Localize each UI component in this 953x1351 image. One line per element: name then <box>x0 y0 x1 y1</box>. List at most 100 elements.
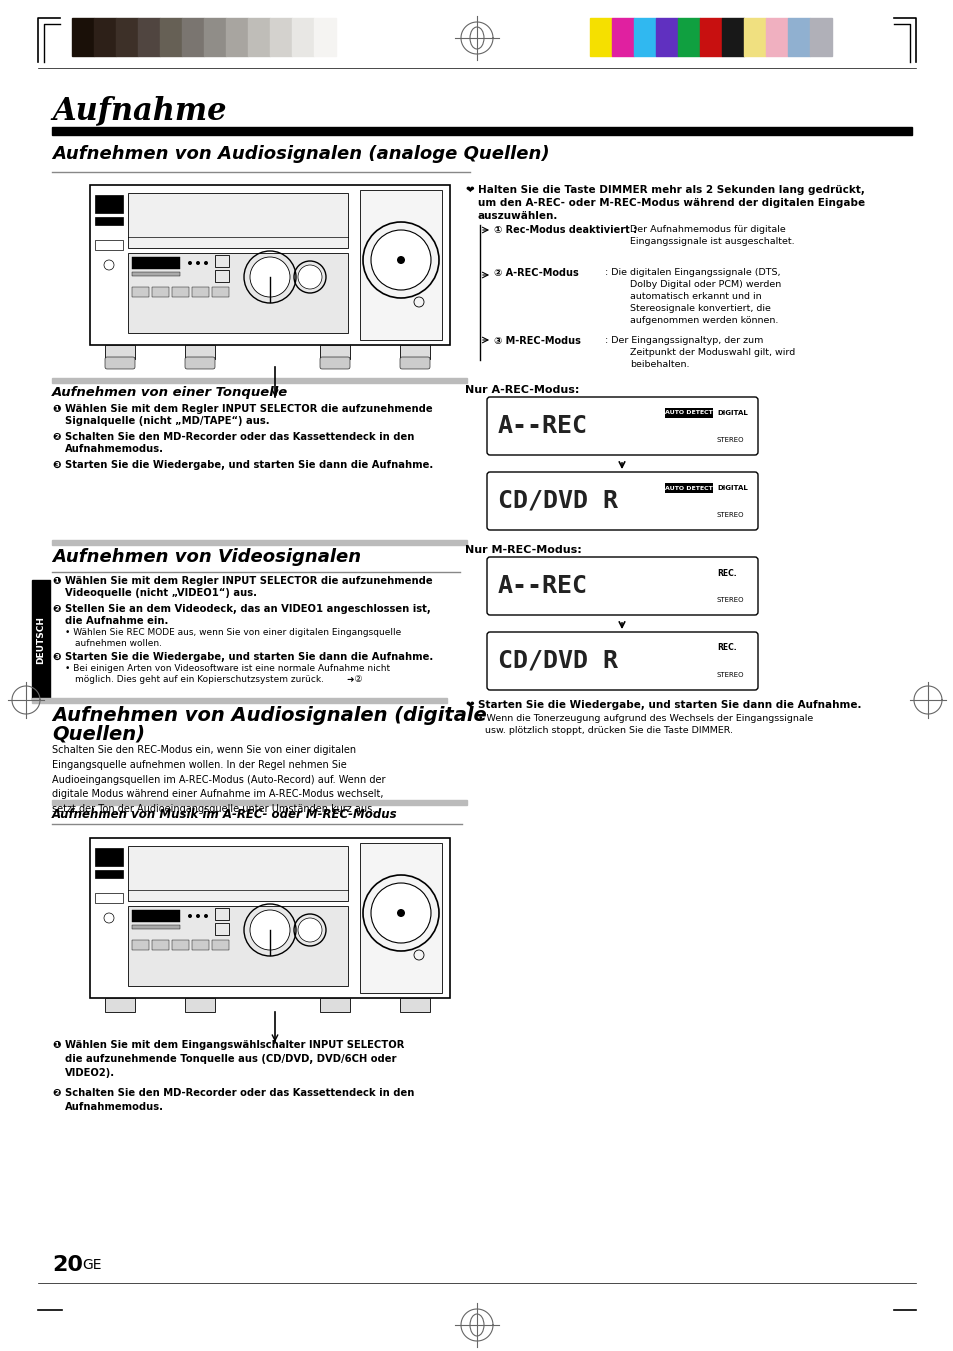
Text: • Wählen Sie REC MODE aus, wenn Sie von einer digitalen Eingangsquelle: • Wählen Sie REC MODE aus, wenn Sie von … <box>65 628 401 638</box>
Text: Aufnehmen von Videosignalen: Aufnehmen von Videosignalen <box>52 549 361 566</box>
Bar <box>721 18 743 55</box>
Text: aufgenommen werden können.: aufgenommen werden können. <box>629 316 778 326</box>
Text: DIGITAL: DIGITAL <box>717 485 747 490</box>
Bar <box>152 940 169 950</box>
Bar <box>204 18 226 55</box>
Bar <box>399 998 430 1012</box>
Circle shape <box>188 261 192 265</box>
Text: Schalten Sie den MD-Recorder oder das Kassettendeck in den: Schalten Sie den MD-Recorder oder das Ka… <box>65 432 414 442</box>
Circle shape <box>204 261 208 265</box>
Text: AUTO DETECT: AUTO DETECT <box>664 411 712 416</box>
Text: Starten Sie die Wiedergabe, und starten Sie dann die Aufnahme.: Starten Sie die Wiedergabe, und starten … <box>65 459 433 470</box>
Circle shape <box>204 915 208 917</box>
Bar <box>787 18 809 55</box>
Bar <box>634 18 656 55</box>
Text: ❤: ❤ <box>464 700 474 711</box>
Bar <box>319 998 350 1012</box>
Text: ❤: ❤ <box>464 185 474 195</box>
Bar <box>172 286 189 297</box>
Bar <box>95 870 123 878</box>
Text: VIDEO2).: VIDEO2). <box>65 1069 115 1078</box>
Text: auszuwählen.: auszuwählen. <box>477 211 558 222</box>
Circle shape <box>371 884 431 943</box>
Bar <box>172 940 189 950</box>
Text: GE: GE <box>82 1258 101 1273</box>
Circle shape <box>396 255 405 263</box>
Bar <box>95 218 123 226</box>
Bar <box>270 18 292 55</box>
Circle shape <box>195 915 200 917</box>
FancyBboxPatch shape <box>185 357 214 369</box>
Bar <box>116 18 138 55</box>
Text: ❶: ❶ <box>52 576 60 586</box>
Bar <box>52 378 467 382</box>
Bar <box>105 345 135 359</box>
Text: Nur M-REC-Modus:: Nur M-REC-Modus: <box>464 544 581 555</box>
Text: AUTO DETECT: AUTO DETECT <box>664 485 712 490</box>
Text: Stellen Sie an dem Videodeck, das an VIDEO1 angeschlossen ist,: Stellen Sie an dem Videodeck, das an VID… <box>65 604 431 613</box>
Bar <box>214 923 229 935</box>
Circle shape <box>396 909 405 917</box>
Bar <box>185 345 214 359</box>
Circle shape <box>195 261 200 265</box>
Text: A--REC: A--REC <box>497 413 587 438</box>
Circle shape <box>250 911 290 950</box>
Bar <box>52 127 911 135</box>
Text: A--REC: A--REC <box>497 574 587 598</box>
FancyBboxPatch shape <box>486 557 758 615</box>
Text: Stereosignale konvertiert, die: Stereosignale konvertiert, die <box>629 304 770 313</box>
Bar <box>138 18 160 55</box>
Text: Der Aufnahmemodus für digitale: Der Aufnahmemodus für digitale <box>629 226 785 234</box>
Bar <box>90 838 450 998</box>
Bar <box>132 272 180 276</box>
Bar <box>32 580 50 700</box>
Text: Aufnehmen von Musik im A-REC- oder M-REC-Modus: Aufnehmen von Musik im A-REC- oder M-REC… <box>52 808 397 821</box>
Text: REC.: REC. <box>717 569 736 577</box>
Circle shape <box>250 257 290 297</box>
Text: ❷: ❷ <box>52 604 60 613</box>
Text: ❸: ❸ <box>52 653 60 662</box>
Text: automatisch erkannt und in: automatisch erkannt und in <box>629 292 760 301</box>
Text: • Wenn die Tonerzeugung aufgrund des Wechsels der Eingangssignale: • Wenn die Tonerzeugung aufgrund des Wec… <box>477 713 812 723</box>
Bar <box>664 484 712 493</box>
Bar <box>612 18 634 55</box>
FancyBboxPatch shape <box>486 632 758 690</box>
Bar <box>71 18 94 55</box>
Circle shape <box>297 265 322 289</box>
Text: die aufzunehmende Tonquelle aus (CD/DVD, DVD/6CH oder: die aufzunehmende Tonquelle aus (CD/DVD,… <box>65 1054 396 1065</box>
Bar <box>128 253 348 332</box>
FancyBboxPatch shape <box>319 357 350 369</box>
Bar <box>214 270 229 282</box>
Text: aufnehmen wollen.: aufnehmen wollen. <box>75 639 162 648</box>
Text: Halten Sie die Taste DIMMER mehr als 2 Sekunden lang gedrückt,: Halten Sie die Taste DIMMER mehr als 2 S… <box>477 185 864 195</box>
FancyBboxPatch shape <box>399 357 430 369</box>
Bar <box>128 907 348 986</box>
Bar <box>52 540 467 544</box>
Text: usw. plötzlich stoppt, drücken Sie die Taste DIMMER.: usw. plötzlich stoppt, drücken Sie die T… <box>484 725 732 735</box>
Text: ❶: ❶ <box>52 1040 60 1050</box>
Text: STEREO: STEREO <box>717 436 743 443</box>
Text: ❷: ❷ <box>52 432 60 442</box>
Bar <box>192 286 209 297</box>
Text: Wählen Sie mit dem Regler INPUT SELECTOR die aufzunehmende: Wählen Sie mit dem Regler INPUT SELECTOR… <box>65 576 432 586</box>
Text: Dolby Digital oder PCM) werden: Dolby Digital oder PCM) werden <box>629 280 781 289</box>
Text: Signalquelle (nicht „MD/TAPE“) aus.: Signalquelle (nicht „MD/TAPE“) aus. <box>65 416 270 426</box>
Bar <box>248 18 270 55</box>
Text: Wählen Sie mit dem Eingangswählschalter INPUT SELECTOR: Wählen Sie mit dem Eingangswählschalter … <box>65 1040 404 1050</box>
Text: Nur A-REC-Modus:: Nur A-REC-Modus: <box>464 385 578 394</box>
Bar <box>214 908 229 920</box>
Text: STEREO: STEREO <box>717 512 743 517</box>
Bar <box>664 408 712 417</box>
Bar <box>359 843 441 993</box>
Text: STEREO: STEREO <box>717 671 743 678</box>
Text: Schalten Sie den REC-Modus ein, wenn Sie von einer digitalen
Eingangsquelle aufn: Schalten Sie den REC-Modus ein, wenn Sie… <box>52 744 385 815</box>
Bar <box>128 846 348 901</box>
Bar <box>152 286 169 297</box>
Text: Starten Sie die Wiedergabe, und starten Sie dann die Aufnahme.: Starten Sie die Wiedergabe, und starten … <box>477 700 861 711</box>
Bar <box>132 911 180 921</box>
Bar <box>319 345 350 359</box>
Text: Wählen Sie mit dem Regler INPUT SELECTOR die aufzunehmende: Wählen Sie mit dem Regler INPUT SELECTOR… <box>65 404 432 413</box>
Circle shape <box>188 915 192 917</box>
Bar <box>214 255 229 267</box>
Bar <box>132 286 149 297</box>
